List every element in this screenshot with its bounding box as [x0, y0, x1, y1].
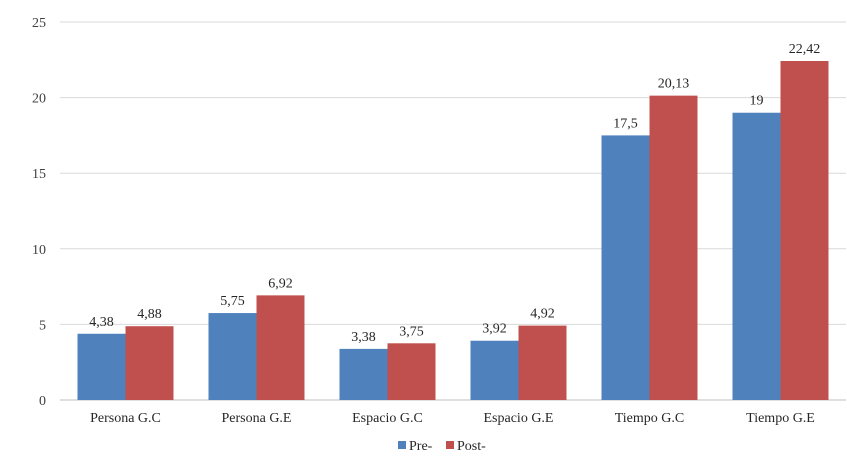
bar-pre [732, 112, 781, 400]
bar-post [649, 95, 698, 400]
bar-pre [208, 313, 257, 400]
x-category-label: Persona G.C [90, 411, 161, 426]
y-tick-label: 0 [39, 394, 46, 409]
x-axis-category-labels: Persona G.C Persona G.E Espacio G.C Espacio… [90, 411, 815, 426]
bar-post [125, 326, 174, 400]
legend-label-pre: Pre- [409, 439, 433, 454]
y-tick-label: 10 [32, 243, 46, 258]
bar-pre [77, 333, 126, 400]
bar-post [780, 61, 829, 400]
x-category-label: Tiempo G.E [746, 411, 815, 426]
gridlines [60, 21, 846, 401]
y-axis-tick-labels: 0 5 10 15 20 25 [32, 16, 46, 409]
data-label-post: 20,13 [658, 77, 690, 92]
x-category-label: Espacio G.C [352, 411, 423, 426]
bar-post [256, 295, 305, 400]
legend: Pre- Post- [398, 439, 486, 454]
bar-post [518, 325, 567, 400]
x-category-label: Persona G.E [222, 411, 292, 426]
y-tick-label: 20 [32, 92, 46, 107]
y-tick-label: 25 [32, 16, 46, 31]
legend-swatch-pre [398, 441, 406, 449]
data-label-pre: 3,92 [482, 322, 507, 337]
legend-swatch-post [446, 441, 454, 449]
data-label-pre: 17,5 [613, 116, 638, 131]
bars [77, 61, 829, 400]
data-labels: 4,38 4,88 5,75 6,92 3,38 3,75 3,92 4,92 17,5 20,1… [89, 42, 820, 345]
data-label-post: 3,75 [399, 324, 424, 339]
y-tick-label: 15 [32, 167, 46, 182]
data-label-post: 4,88 [137, 307, 162, 322]
data-label-post: 6,92 [268, 276, 293, 291]
x-category-label: Tiempo G.C [615, 411, 685, 426]
legend-label-post: Post- [457, 439, 486, 454]
bar-post [387, 343, 436, 400]
bar-pre [601, 135, 650, 400]
data-label-pre: 19 [750, 94, 764, 109]
bar-pre [470, 340, 519, 400]
x-category-label: Espacio G.E [484, 411, 554, 426]
bar-pre [339, 348, 388, 400]
data-label-post: 22,42 [789, 42, 821, 57]
y-tick-label: 5 [39, 318, 46, 333]
data-label-pre: 5,75 [220, 294, 245, 309]
data-label-pre: 4,38 [89, 315, 114, 330]
data-label-pre: 3,38 [351, 330, 376, 345]
data-label-post: 4,92 [530, 307, 555, 322]
